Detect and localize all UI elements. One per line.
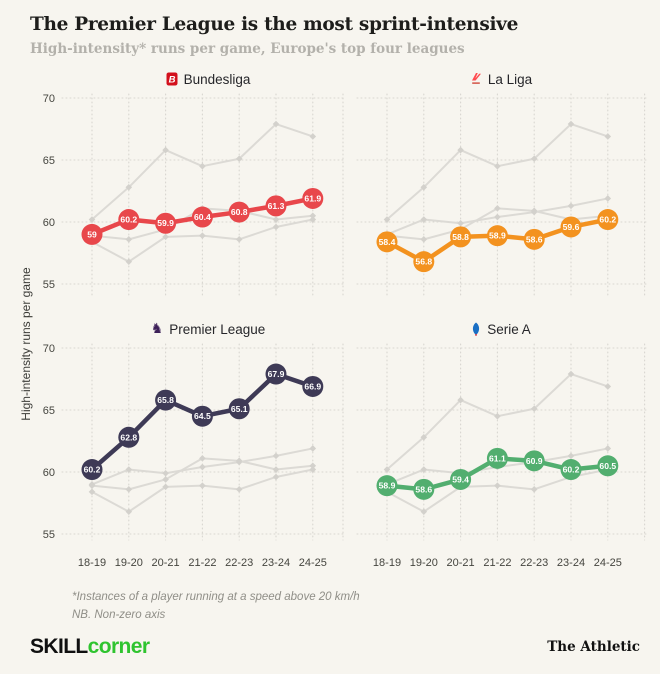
- svg-text:21-22: 21-22: [188, 557, 216, 569]
- page-title: The Premier League is the most sprint-in…: [30, 14, 519, 35]
- legend-label: Bundesliga: [183, 71, 251, 87]
- svg-text:65: 65: [43, 155, 55, 167]
- svg-text:59.9: 59.9: [157, 218, 174, 228]
- svg-text:60.5: 60.5: [599, 461, 616, 471]
- svg-text:58.6: 58.6: [415, 484, 432, 494]
- panel-bundesliga: B Bundesliga 59 60.2 59.9 60.4 60.8 61.3 61.9 7…: [36, 69, 346, 319]
- legend-la-liga: La Liga: [346, 69, 656, 89]
- svg-text:64.5: 64.5: [194, 411, 211, 421]
- skillcorner-corner-text: corner: [87, 634, 150, 658]
- skillcorner-skill-text: SKILL: [30, 634, 88, 658]
- svg-text:60: 60: [43, 467, 55, 479]
- footnote: *Instances of a player running at a spee…: [72, 589, 660, 625]
- svg-text:60.2: 60.2: [599, 215, 616, 225]
- bundesliga-logo-icon: B: [166, 72, 178, 86]
- la-liga-chart: 58.4 56.8 58.8 58.9 58.6 59.6 60.2: [356, 93, 648, 296]
- skillcorner-logo: SKILLcorner: [30, 634, 150, 659]
- panel-serie-a: Serie A 58.9 58.6 59.4 61.1 60.9 60.2 60.5 18-1…: [346, 319, 656, 579]
- branding-row: SKILLcorner The Athletic: [30, 635, 640, 659]
- svg-text:55: 55: [43, 529, 55, 541]
- svg-text:67.9: 67.9: [268, 369, 285, 379]
- svg-text:18-19: 18-19: [78, 557, 106, 569]
- panel-la-liga: La Liga 58.4 56.8 58.8 58.9 58.6 59.6 60.2: [346, 69, 656, 319]
- svg-text:70: 70: [43, 343, 55, 355]
- svg-text:60.2: 60.2: [120, 215, 137, 225]
- svg-text:19-20: 19-20: [410, 557, 438, 569]
- svg-text:20-21: 20-21: [447, 557, 475, 569]
- svg-text:61.9: 61.9: [304, 193, 321, 203]
- premier-league-chart: 60.2 62.8 65.8 64.5 65.1 67.9 66.9 70 65 60 55 18-1…: [43, 343, 346, 569]
- svg-text:65.1: 65.1: [231, 404, 248, 414]
- svg-text:24-25: 24-25: [594, 557, 622, 569]
- svg-text:59: 59: [87, 229, 97, 239]
- svg-text:60.9: 60.9: [526, 456, 543, 466]
- footnote-line-2: NB. Non-zero axis: [72, 608, 166, 621]
- svg-text:61.3: 61.3: [268, 201, 285, 211]
- svg-text:56.8: 56.8: [415, 257, 432, 267]
- page-subtitle: High-intensity* runs per game, Europe's …: [30, 41, 465, 57]
- legend-label: La Liga: [487, 71, 533, 87]
- svg-text:60.4: 60.4: [194, 212, 211, 222]
- svg-text:58.9: 58.9: [489, 231, 506, 241]
- legend-label: Premier League: [169, 321, 266, 337]
- svg-text:22-23: 22-23: [520, 557, 548, 569]
- premier-league-logo-icon: ♞: [150, 321, 164, 337]
- legend-premier-league: ♞ Premier League: [36, 319, 346, 339]
- panel-premier-league: ♞ Premier League 60.2 62.8 65.8 64.5 65.1 67.…: [36, 319, 346, 579]
- svg-text:60.2: 60.2: [84, 465, 101, 475]
- svg-text:23-24: 23-24: [262, 557, 290, 569]
- svg-text:65: 65: [43, 405, 55, 417]
- svg-text:70: 70: [43, 93, 55, 105]
- the-athletic-logo: The Athletic: [547, 638, 640, 655]
- svg-text:58.6: 58.6: [526, 234, 543, 244]
- svg-text:61.1: 61.1: [489, 453, 506, 463]
- serie-a-logo-icon: [471, 322, 481, 336]
- legend-label: Serie A: [487, 321, 531, 337]
- svg-text:23-24: 23-24: [557, 557, 585, 569]
- svg-text:62.8: 62.8: [120, 432, 137, 442]
- serie-a-chart: 58.9 58.6 59.4 61.1 60.9 60.2 60.5 18-19 19-20 20…: [356, 343, 648, 569]
- svg-text:60: 60: [43, 217, 55, 229]
- legend-bundesliga: B Bundesliga: [36, 69, 346, 89]
- svg-text:58.9: 58.9: [379, 481, 396, 491]
- svg-text:B: B: [168, 75, 175, 86]
- svg-text:59.6: 59.6: [563, 222, 580, 232]
- svg-text:58.4: 58.4: [379, 237, 396, 247]
- svg-text:22-23: 22-23: [225, 557, 253, 569]
- svg-text:60.8: 60.8: [231, 207, 248, 217]
- svg-text:21-22: 21-22: [483, 557, 511, 569]
- svg-text:65.8: 65.8: [157, 395, 174, 405]
- laliga-logo-icon: [470, 72, 482, 86]
- svg-text:58.8: 58.8: [452, 232, 469, 242]
- svg-text:60.2: 60.2: [563, 465, 580, 475]
- svg-text:24-25: 24-25: [299, 557, 327, 569]
- svg-text:19-20: 19-20: [115, 557, 143, 569]
- y-axis-title: High-intensity runs per game: [19, 267, 33, 421]
- footnote-line-1: *Instances of a player running at a spee…: [72, 591, 360, 603]
- svg-text:18-19: 18-19: [373, 557, 401, 569]
- svg-text:55: 55: [43, 279, 55, 291]
- svg-text:59.4: 59.4: [452, 474, 469, 484]
- svg-text:20-21: 20-21: [152, 557, 180, 569]
- svg-text:66.9: 66.9: [304, 381, 321, 391]
- small-multiples-grid: B Bundesliga 59 60.2 59.9 60.4 60.8 61.3 61.9 7…: [36, 69, 660, 579]
- legend-serie-a: Serie A: [346, 319, 656, 339]
- bundesliga-chart: 59 60.2 59.9 60.4 60.8 61.3 61.9 70 65 60 55: [43, 93, 346, 296]
